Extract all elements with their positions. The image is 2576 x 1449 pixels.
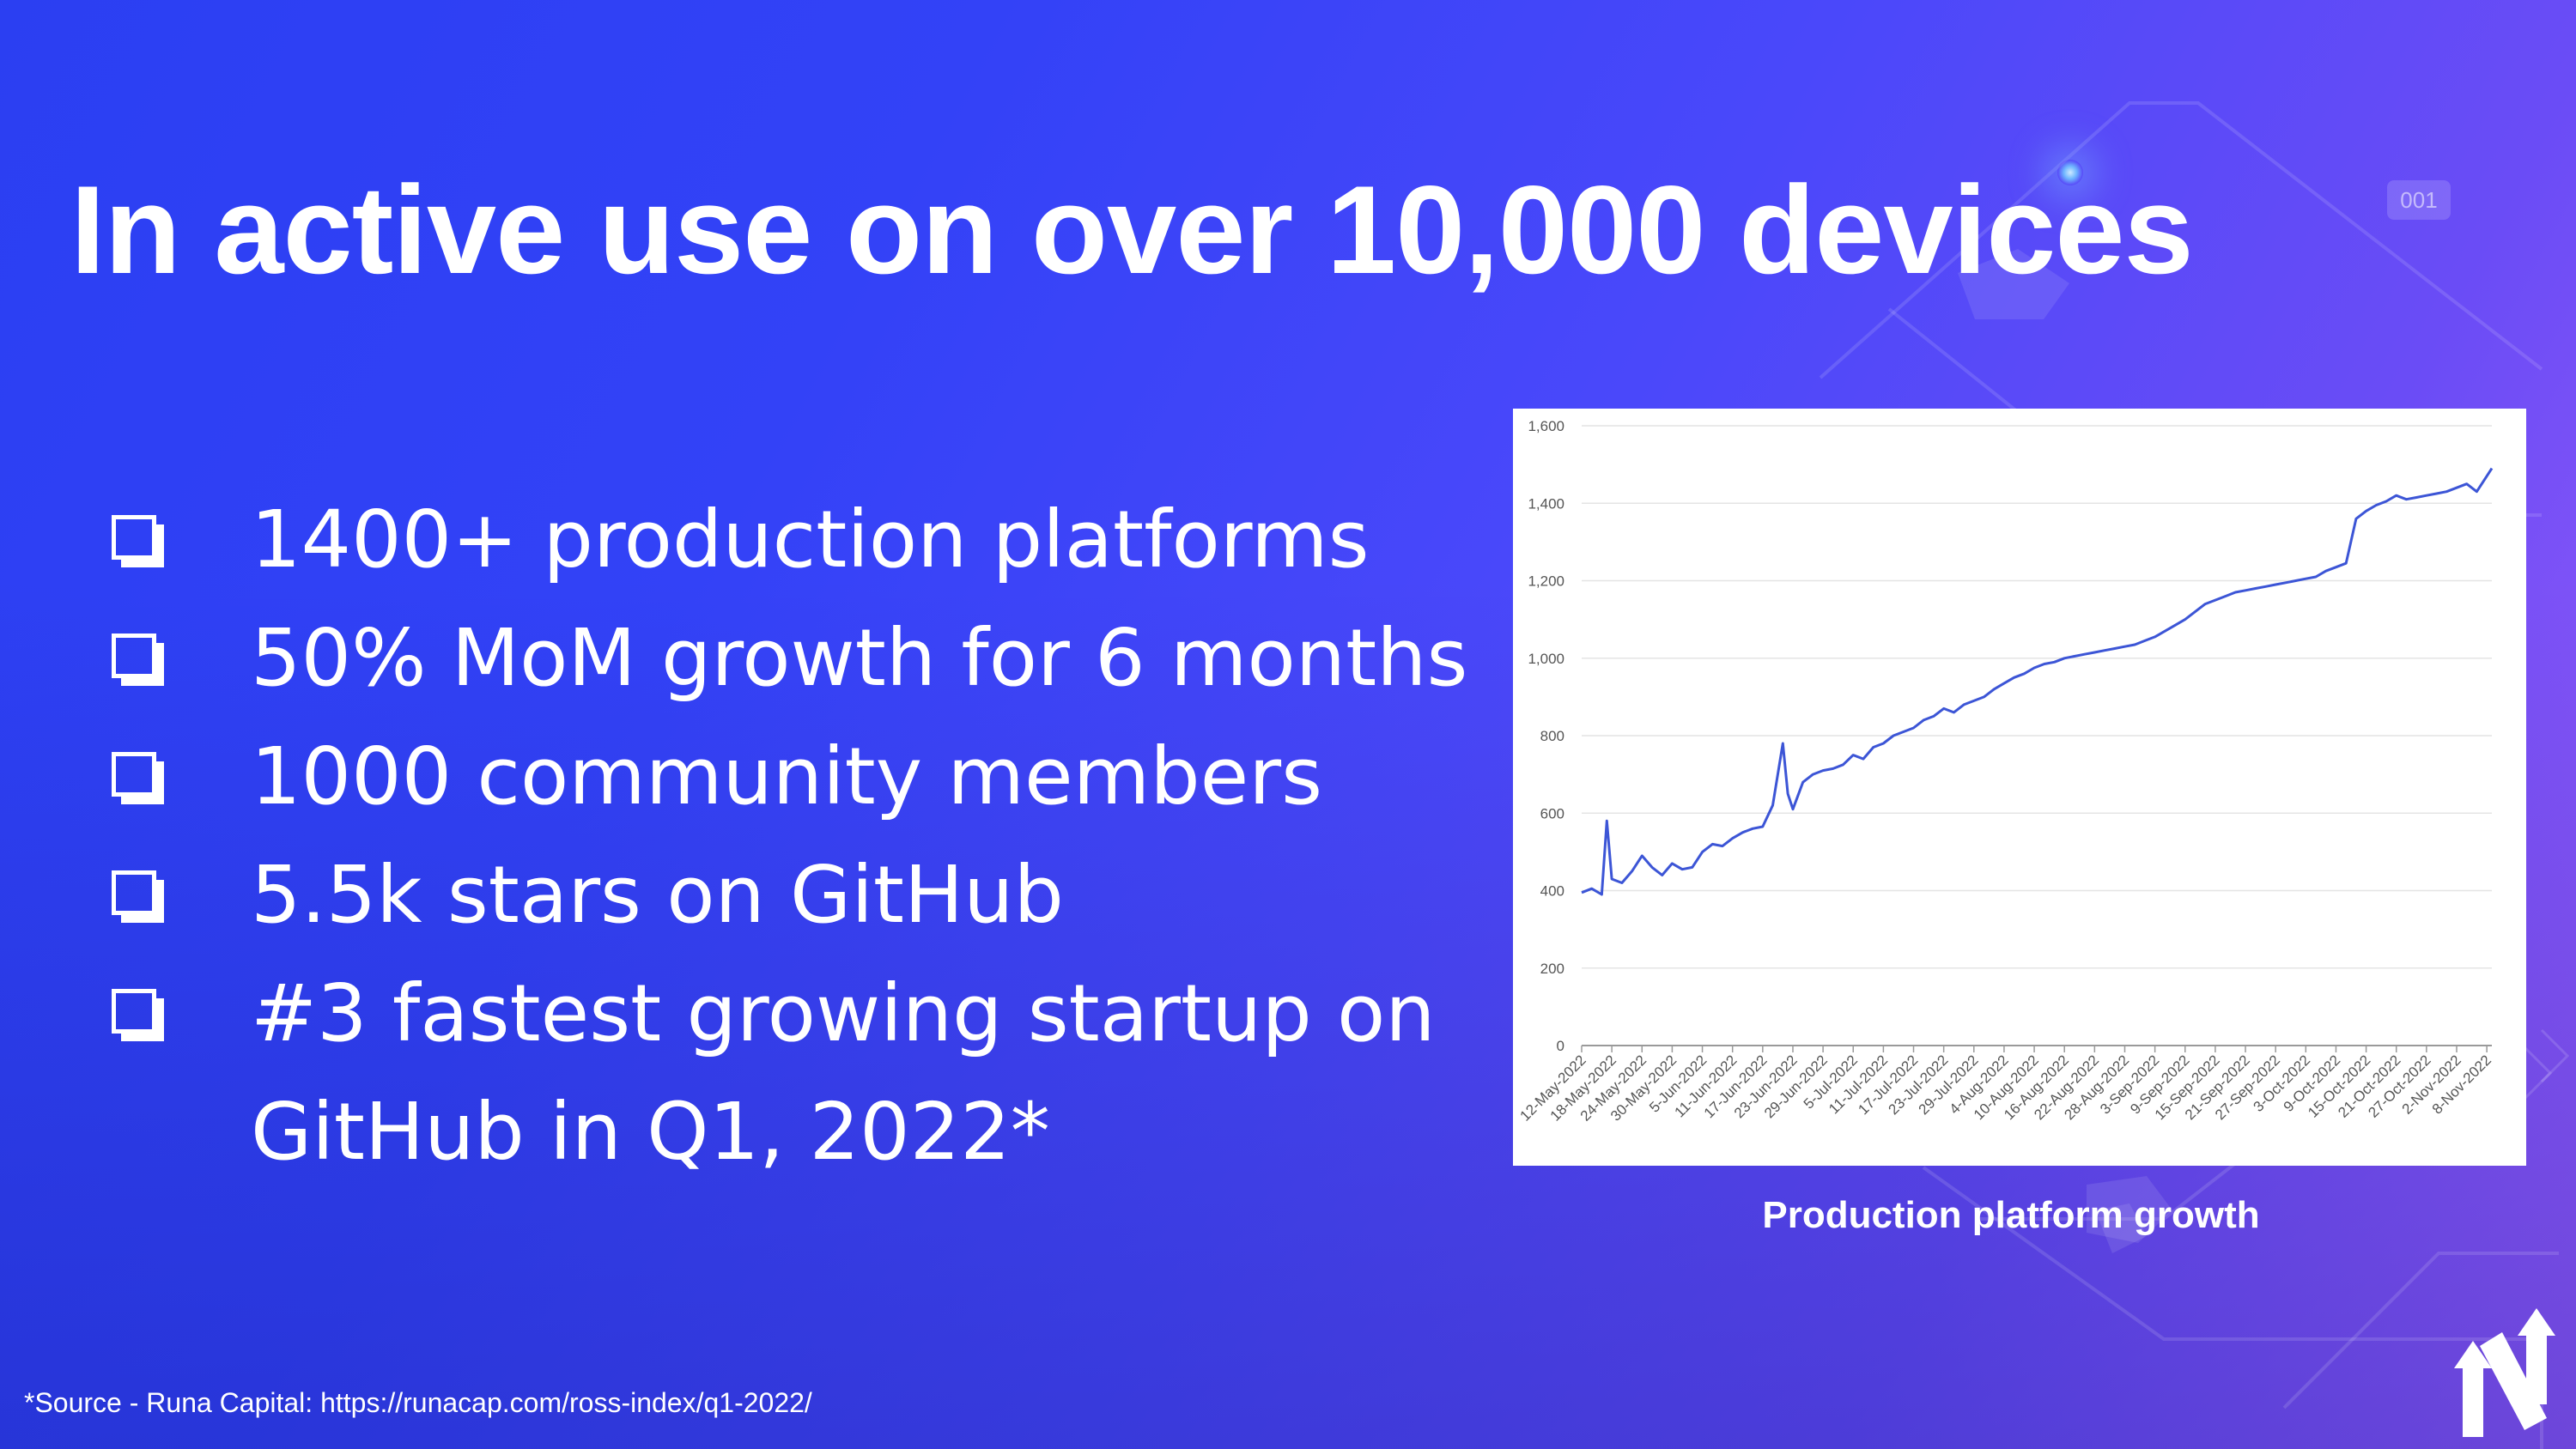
bullet-item: 5.5k stars on GitHub: [106, 836, 1498, 955]
y-tick-label: 200: [1540, 961, 1564, 977]
chat-bubble-decoration: 001: [2387, 180, 2451, 220]
checkbox-icon: [112, 515, 156, 560]
slide-title: In active use on over 10,000 devices: [70, 160, 2194, 300]
y-tick-label: 1,400: [1528, 495, 1564, 512]
y-axis-ticks: 0 200 400 600 800 1,000 1,200 1,400 1,600: [1528, 418, 1564, 1054]
glow-decoration: [2057, 160, 2083, 185]
bullet-item: #3 fastest growing startup on GitHub in …: [106, 955, 1498, 1191]
bullet-text: 50% MoM growth for 6 months: [251, 612, 1468, 704]
y-tick-label: 0: [1557, 1038, 1564, 1054]
checkbox-icon: [112, 870, 156, 915]
growth-line-chart: 0 200 400 600 800 1,000 1,200 1,400 1,600 12-May…: [1517, 418, 2494, 1125]
y-tick-label: 1,600: [1528, 418, 1564, 434]
chart-grid: [1582, 425, 2492, 1046]
brand-logo-icon: [2454, 1308, 2555, 1437]
bullet-item: 50% MoM growth for 6 months: [106, 599, 1498, 718]
y-tick-label: 600: [1540, 805, 1564, 822]
y-tick-label: 400: [1540, 883, 1564, 900]
checkbox-icon: [112, 989, 156, 1034]
checkbox-icon: [112, 634, 156, 678]
source-note: *Source - Runa Capital: https://runacap.…: [24, 1387, 812, 1418]
y-tick-label: 1,000: [1528, 651, 1564, 667]
bullet-text: 1400+ production platforms: [251, 494, 1370, 585]
bullet-text: 5.5k stars on GitHub: [251, 849, 1064, 941]
bullet-item: 1400+ production platforms: [106, 481, 1498, 599]
bullet-item: 1000 community members: [106, 718, 1498, 836]
bullet-text: 1000 community members: [251, 731, 1323, 822]
bullet-list: 1400+ production platforms 50% MoM growt…: [106, 481, 1498, 1191]
series-layer: [1581, 467, 2494, 896]
bullet-text: #3 fastest growing startup on GitHub in …: [251, 967, 1436, 1178]
y-tick-label: 800: [1540, 728, 1564, 744]
y-tick-label: 1,200: [1528, 573, 1564, 590]
series-line: [1581, 467, 2494, 896]
chart-caption: Production platform growth: [1762, 1194, 2260, 1236]
checkbox-icon: [112, 752, 156, 797]
chart-card: 0 200 400 600 800 1,000 1,200 1,400 1,600 12-May…: [1513, 409, 2526, 1166]
x-axis-ticks: 12-May-202218-May-202224-May-202230-May-…: [1517, 1046, 2494, 1125]
